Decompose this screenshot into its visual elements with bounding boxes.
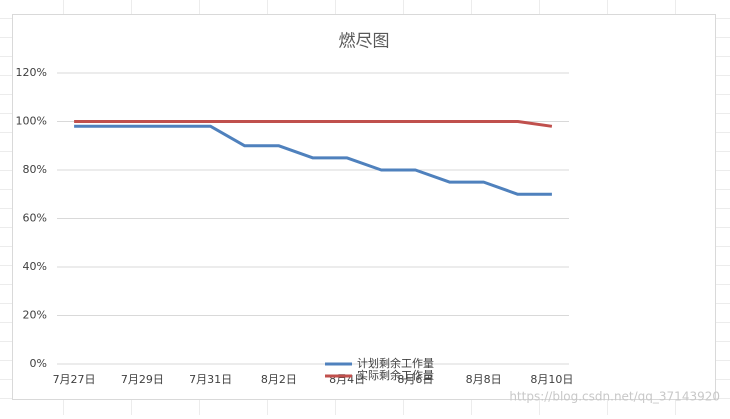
y-tick-label: 20% xyxy=(23,309,47,322)
x-tick-label: 8月2日 xyxy=(261,373,297,386)
x-tick-label: 8月8日 xyxy=(466,373,502,386)
x-tick-label: 7月29日 xyxy=(121,373,164,386)
watermark: https://blog.csdn.net/qq_37143920 xyxy=(509,390,720,404)
y-tick-label: 100% xyxy=(16,115,47,128)
chart-area[interactable] xyxy=(12,14,716,400)
x-tick-label: 7月31日 xyxy=(189,373,232,386)
series-line xyxy=(74,120,553,128)
x-tick-label: 8月10日 xyxy=(530,373,573,386)
y-tick-label: 60% xyxy=(23,212,47,225)
chart-title: 燃尽图 xyxy=(339,32,390,52)
x-tick-label: 7月27日 xyxy=(53,373,96,386)
series-line xyxy=(74,124,552,196)
y-tick-label: 40% xyxy=(23,260,47,273)
legend-label: 计划剩余工作量 xyxy=(357,356,434,370)
x-tick-label: 8月6日 xyxy=(397,373,433,386)
legend-label: 实际剩余工作量 xyxy=(357,368,434,382)
plot: 0% 20% 40% 60% 80% 100% 120% 7月27日 7月29日 7月31日 8月2… xyxy=(16,66,574,386)
y-tick-label: 120% xyxy=(16,66,47,79)
y-tick-label: 0% xyxy=(30,357,47,370)
y-tick-label: 80% xyxy=(23,163,47,176)
